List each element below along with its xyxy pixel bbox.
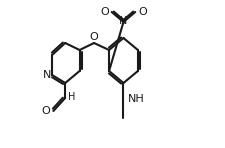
Text: H: H	[68, 91, 75, 102]
Text: NH: NH	[127, 94, 144, 103]
Text: O: O	[89, 32, 98, 42]
Text: N: N	[119, 16, 127, 25]
Text: N: N	[43, 70, 51, 80]
Text: O: O	[42, 106, 50, 116]
Text: O: O	[99, 7, 108, 17]
Text: O: O	[138, 7, 146, 17]
